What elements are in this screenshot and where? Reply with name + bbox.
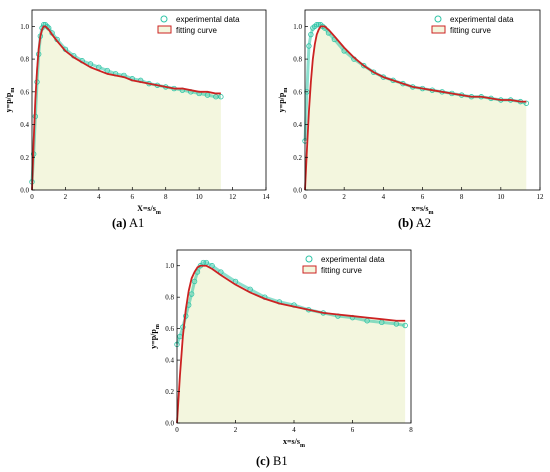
legend-experimental-marker: [160, 15, 168, 23]
caption-b-label: (b): [398, 216, 414, 230]
y-tick-label: 0.0: [20, 187, 29, 195]
caption-b-name: A2: [415, 216, 431, 230]
y-tick-label: 0.4: [293, 121, 302, 129]
caption-a-name: A1: [129, 216, 145, 230]
x-tick-label: 12: [229, 193, 237, 201]
legend-fitting-marker: [431, 25, 446, 34]
experimental-point: [370, 69, 377, 75]
y-tick-label: 0.4: [20, 121, 29, 129]
x-tick-label: 14: [263, 193, 271, 201]
x-tick-label: 8: [460, 193, 464, 201]
y-axis-label: y=p/pm: [277, 88, 289, 113]
x-tick-label: 2: [234, 426, 238, 434]
x-tick-label: 8: [164, 193, 168, 201]
panel-B1: 0 2 4 6 8 0.0 0.2 0.4 0.6 0.8 1.0 x=s/sm y=p/pm exper…: [149, 249, 413, 449]
experimental-point: [361, 62, 367, 69]
y-tick-label: 0.0: [165, 420, 174, 428]
experimental-point: [188, 291, 195, 297]
x-tick-label: 6: [351, 426, 355, 434]
y-tick-label: 0.8: [165, 294, 174, 302]
caption-c-label: (c): [256, 454, 270, 468]
caption-a: (a) A1: [112, 216, 144, 231]
experimental-point: [191, 278, 198, 285]
y-tick-label: 1.0: [293, 23, 302, 31]
x-tick-label: 4: [292, 426, 296, 434]
x-tick-label: 6: [131, 193, 135, 201]
experimental-point: [308, 31, 314, 38]
plot-frame: [31, 9, 267, 191]
area-fill: [177, 265, 406, 423]
x-tick-label: 0: [30, 193, 34, 201]
y-tick-label: 0.6: [165, 325, 174, 333]
experimental-point: [204, 92, 211, 98]
legend-experimental-marker: [434, 15, 442, 23]
panel-A2: 0 2 4 6 8 10 12 0.0 0.2 0.4 0.6 0.8 1.0 x=s/sm y=p/pm e…: [277, 9, 545, 216]
panel-A1: 0 2 4 6 8 10 12 14 0.0 0.2 0.4 0.6 0.8 1.0 X=s/sm y=p/p…: [4, 9, 271, 216]
caption-a-label: (a): [112, 216, 127, 230]
area-fill: [305, 26, 527, 191]
legend-experimental-label: experimental data: [450, 15, 514, 24]
experimental-point: [218, 94, 224, 100]
y-axis-label: y=p/pm: [149, 324, 161, 349]
y-tick-label: 0.8: [20, 56, 29, 64]
experimental-point: [104, 67, 110, 74]
legend-fitting-label: fitting curve: [321, 266, 362, 275]
experimental-point: [314, 22, 320, 28]
caption-c-name: B1: [273, 454, 288, 468]
x-axis-label: x=s/sm: [411, 204, 433, 216]
x-tick-label: 6: [421, 193, 425, 201]
legend-fitting-marker: [157, 25, 172, 34]
x-tick-label: 2: [342, 193, 346, 201]
experimental-point: [402, 322, 408, 329]
legend-experimental-label: experimental data: [321, 255, 385, 264]
fitting-curve-line: [31, 25, 221, 191]
area-fill: [32, 26, 221, 191]
x-tick-label: 10: [497, 193, 505, 201]
experimental-point: [306, 43, 312, 49]
x-tick-label: 4: [97, 193, 101, 201]
y-tick-label: 0.6: [20, 88, 29, 96]
y-tick-label: 0.4: [165, 357, 174, 365]
y-tick-label: 0.2: [293, 154, 302, 162]
caption-c: (c) B1: [256, 454, 288, 469]
y-axis-label: y=p/pm: [4, 88, 16, 113]
fitting-curve-line: [176, 264, 406, 424]
y-tick-label: 0.6: [293, 88, 302, 96]
legend-experimental-label: experimental data: [176, 15, 240, 24]
legend-fitting-label: fitting curve: [450, 26, 491, 35]
experimental-point: [96, 64, 102, 70]
x-tick-label: 4: [382, 193, 386, 201]
x-tick-label: 8: [409, 426, 413, 434]
legend-fitting-label: fitting curve: [176, 26, 217, 35]
x-tick-label: 12: [537, 193, 545, 201]
y-tick-label: 1.0: [165, 262, 174, 270]
x-tick-label: 2: [64, 193, 68, 201]
y-tick-label: 0.2: [165, 388, 174, 396]
y-tick-label: 0.0: [293, 187, 302, 195]
x-axis-label: X=s/sm: [137, 204, 161, 216]
fitting-curve-line: [304, 25, 527, 191]
x-axis-label: x=s/sm: [283, 437, 305, 449]
x-tick-label: 0: [175, 426, 179, 434]
caption-b: (b) A2: [398, 216, 431, 231]
x-tick-label: 10: [196, 193, 204, 201]
legend-experimental-marker: [305, 255, 313, 263]
y-tick-label: 1.0: [20, 23, 29, 31]
legend-fitting-marker: [302, 265, 317, 274]
y-tick-label: 0.2: [20, 154, 29, 162]
experimental-point: [213, 94, 219, 100]
y-tick-label: 0.8: [293, 56, 302, 64]
x-tick-label: 0: [303, 193, 307, 201]
